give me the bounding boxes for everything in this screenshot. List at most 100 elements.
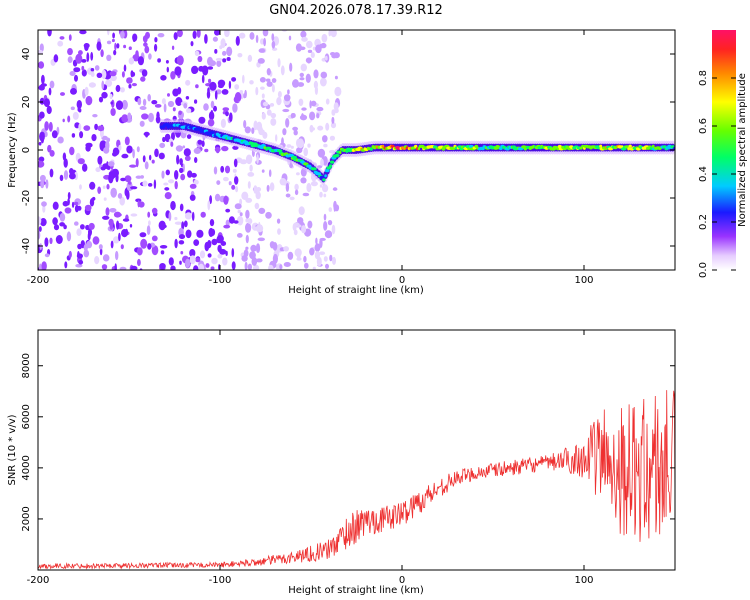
noise-blob xyxy=(73,67,81,73)
trace-cell xyxy=(322,178,326,182)
noise-blob xyxy=(92,114,98,118)
noise-blob xyxy=(231,77,237,82)
noise-blob xyxy=(231,184,236,190)
noise-blob xyxy=(176,30,183,38)
noise-blob xyxy=(136,247,143,256)
noise-blob xyxy=(90,68,95,72)
noise-blob xyxy=(200,211,206,218)
noise-blob xyxy=(124,136,130,146)
noise-blob xyxy=(249,251,256,260)
noise-blob xyxy=(94,256,100,265)
noise-blob xyxy=(201,74,205,84)
noise-blob xyxy=(38,216,42,226)
noise-blob xyxy=(141,113,149,120)
noise-blob xyxy=(75,263,83,268)
noise-blob xyxy=(237,53,243,58)
noise-blob xyxy=(199,250,206,259)
noise-blob xyxy=(83,243,88,252)
noise-blob xyxy=(121,71,125,78)
noise-blob xyxy=(68,250,72,259)
noise-blob xyxy=(219,248,227,255)
noise-blob xyxy=(332,187,338,191)
noise-blob xyxy=(41,74,45,85)
noise-blob xyxy=(148,183,153,187)
noise-blob xyxy=(173,32,178,41)
y-tick-label: 2000 xyxy=(21,506,32,531)
trace-cell xyxy=(210,131,215,135)
noise-blob xyxy=(126,145,133,154)
noise-blob xyxy=(261,169,265,173)
noise-blob xyxy=(163,182,169,186)
noise-blob xyxy=(191,65,199,74)
noise-blob xyxy=(148,220,151,226)
noise-blob xyxy=(154,148,159,158)
noise-blob xyxy=(276,97,282,106)
noise-blob xyxy=(139,232,147,238)
noise-blob xyxy=(137,258,141,267)
noise-blob xyxy=(120,87,125,93)
noise-blob xyxy=(324,55,328,61)
noise-blob xyxy=(189,255,196,265)
noise-blob xyxy=(38,230,41,240)
noise-blob xyxy=(223,224,231,229)
noise-blob xyxy=(314,85,318,96)
noise-blob xyxy=(123,44,127,49)
noise-blob xyxy=(172,88,179,97)
noise-blob xyxy=(78,260,84,265)
noise-blob xyxy=(48,121,53,132)
noise-blob xyxy=(44,121,49,131)
noise-blob xyxy=(132,33,138,42)
noise-blob xyxy=(151,100,158,105)
noise-blob xyxy=(287,251,294,260)
x-tick-label: -200 xyxy=(27,275,50,286)
noise-blob xyxy=(84,86,89,96)
colorbar-tick-label: 0.6 xyxy=(698,118,709,134)
noise-blob xyxy=(198,263,205,270)
noise-blob xyxy=(268,169,272,177)
noise-blob xyxy=(249,164,253,172)
noise-blob xyxy=(114,42,117,51)
noise-blob xyxy=(192,30,197,39)
noise-blob xyxy=(236,215,244,226)
noise-blob xyxy=(94,123,98,131)
noise-blob xyxy=(216,180,221,186)
noise-blob xyxy=(76,228,82,236)
x-tick-label: 100 xyxy=(574,575,593,586)
noise-blob xyxy=(261,112,266,120)
noise-blob xyxy=(204,148,209,153)
noise-blob xyxy=(39,111,45,119)
noise-blob xyxy=(201,65,209,74)
colorbar: 0.0 0.2 0.4 0.6 0.8 Normalized spectral ampl… xyxy=(698,30,748,278)
noise-blob xyxy=(174,170,179,180)
noise-blob xyxy=(64,207,72,214)
noise-blob xyxy=(224,30,230,38)
noise-blob xyxy=(233,220,239,224)
noise-blob xyxy=(106,40,112,45)
noise-blob xyxy=(102,185,106,189)
noise-blob xyxy=(294,183,299,191)
noise-blob xyxy=(38,84,45,91)
noise-blob xyxy=(40,134,45,144)
noise-blob xyxy=(285,182,290,192)
noise-blob xyxy=(154,43,158,52)
noise-blob xyxy=(96,72,103,79)
noise-blob xyxy=(224,165,231,174)
noise-blob xyxy=(214,30,220,36)
noise-blob xyxy=(205,263,210,268)
noise-blob xyxy=(132,148,135,159)
noise-blob xyxy=(265,211,272,219)
noise-blob xyxy=(324,230,333,239)
noise-blob xyxy=(211,238,218,246)
noise-blob xyxy=(106,183,110,190)
noise-blob xyxy=(74,221,79,226)
noise-blob xyxy=(90,51,94,61)
noise-blob xyxy=(301,225,307,234)
noise-blob xyxy=(245,234,249,244)
noise-blob xyxy=(193,179,199,185)
noise-blob xyxy=(44,253,50,258)
noise-blob xyxy=(149,154,152,161)
noise-blob xyxy=(89,181,96,190)
noise-blob xyxy=(331,224,336,235)
noise-blob xyxy=(333,52,340,59)
